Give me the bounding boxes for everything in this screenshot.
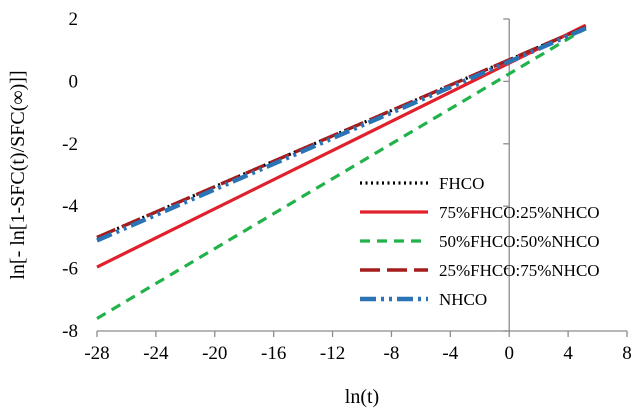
y-tick-label: -6 (62, 259, 78, 280)
legend-label: 25%FHCO:75%NHCO (439, 261, 600, 280)
legend-label: NHCO (439, 290, 487, 309)
x-tick-label: -16 (261, 343, 286, 364)
legend-label: 75%FHCO:25%NHCO (439, 203, 600, 222)
y-tick-label: -8 (62, 321, 78, 342)
y-tick-label: 0 (69, 71, 79, 92)
y-axis-title: ln[- ln[1-SFC(t)/SFC(∞)]] (7, 70, 29, 279)
y-tick-label: -2 (62, 134, 78, 155)
x-tick-label: 4 (563, 343, 573, 364)
y-tick-label: 2 (69, 9, 79, 30)
y-ticks: -8 -6 -4 -2 0 2 (62, 9, 510, 342)
x-tick-label: -12 (320, 343, 345, 364)
legend-label: FHCO (439, 174, 484, 193)
series-group (96, 23, 587, 320)
x-tick-label: -28 (84, 343, 109, 364)
x-tick-label: -4 (442, 343, 458, 364)
series-line (96, 23, 587, 269)
series-line (96, 26, 587, 320)
x-tick-label: 8 (622, 343, 632, 364)
x-axis-title: ln(t) (345, 386, 379, 408)
y-tick-label: -4 (62, 196, 78, 217)
x-tick-label: -20 (202, 343, 227, 364)
legend-label: 50%FHCO:50%NHCO (439, 232, 600, 251)
x-ticks: -28 -24 -20 -16 -12 -8 -4 0 4 8 (84, 331, 632, 364)
legend: FHCO 75%FHCO:25%NHCO 50%FHCO:50%NHCO 25%FHC… (360, 174, 600, 309)
x-tick-label: -24 (143, 343, 169, 364)
series-line (96, 26, 587, 243)
axes: -28 -24 -20 -16 -12 -8 -4 0 4 8 -8-6-4-202 (62, 9, 632, 364)
x-tick-label: 0 (504, 343, 514, 364)
x-tick-label: -8 (384, 343, 400, 364)
